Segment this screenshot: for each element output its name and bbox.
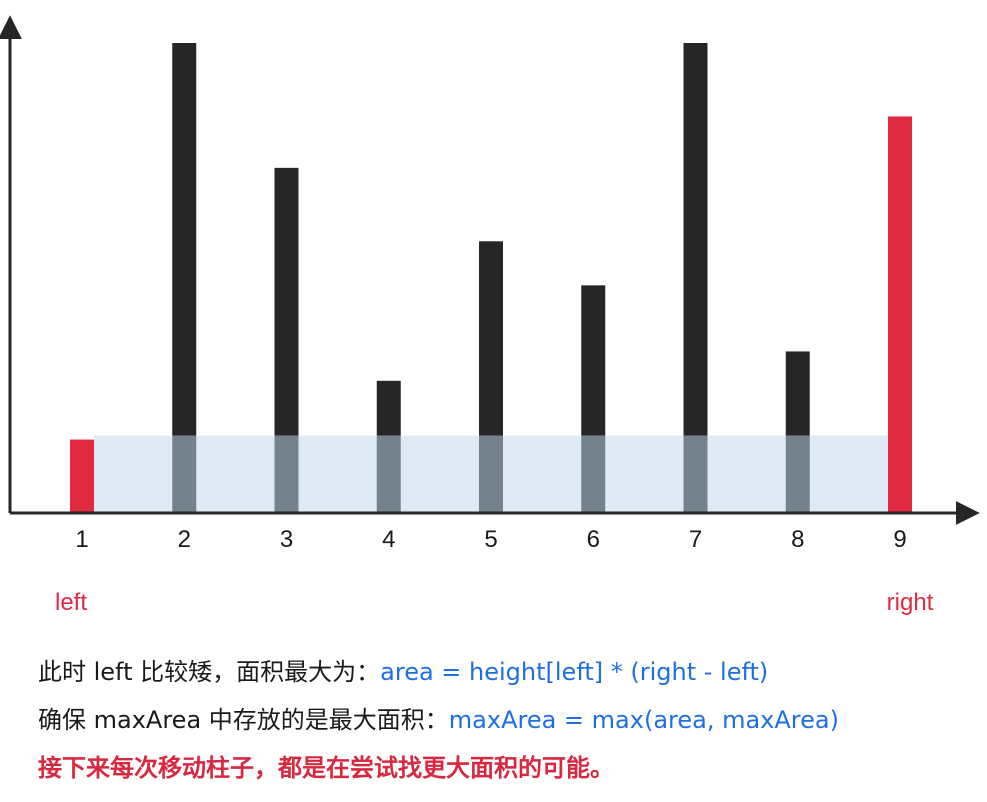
- tick-label-6: 6: [587, 526, 600, 553]
- bar-overlap-6: [581, 435, 606, 513]
- tick-label-8: 8: [791, 526, 804, 553]
- tick-label-9: 9: [893, 526, 906, 553]
- bar-overlap-7: [683, 435, 708, 513]
- tick-label-5: 5: [484, 526, 497, 553]
- tick-label-2: 2: [178, 526, 191, 553]
- max-area-formula: maxArea = max(area, maxArea): [448, 706, 839, 734]
- tick-label-4: 4: [382, 526, 395, 553]
- bar-2: [172, 43, 197, 513]
- bar-1: [70, 439, 94, 513]
- bar-9: [888, 116, 912, 513]
- bar-7: [683, 43, 708, 513]
- tick-label-7: 7: [689, 526, 702, 553]
- bar-overlap-2: [172, 435, 197, 513]
- line1-prefix: 此时 left 比较矮，面积最大为：: [38, 658, 381, 686]
- left-pointer-label: left: [55, 589, 87, 616]
- explanation-line-1: 此时 left 比较矮，面积最大为：area = height[left] * …: [38, 652, 768, 687]
- line2-prefix: 确保 maxArea 中存放的是最大面积：: [38, 706, 449, 734]
- explanation-line-3: 接下来每次移动柱子，都是在尝试找更大面积的可能。: [38, 754, 614, 782]
- bar-overlap-3: [274, 435, 299, 513]
- tick-label-1: 1: [75, 526, 88, 553]
- bar-chart: 1 2 3 4 5 6 7 8 9 left right: [0, 15, 980, 616]
- tick-labels: 1 2 3 4 5 6 7 8 9: [75, 526, 906, 553]
- bar-overlap-4: [376, 435, 401, 513]
- area-formula: area = height[left] * (right - left): [380, 658, 769, 686]
- area-layer: [94, 435, 888, 513]
- right-pointer-label: right: [887, 589, 934, 616]
- tick-label-3: 3: [280, 526, 293, 553]
- bar-overlap-5: [479, 435, 503, 513]
- explanation-line-2: 确保 maxArea 中存放的是最大面积：maxArea = max(area,…: [38, 700, 839, 735]
- bar-overlap-8: [785, 435, 810, 513]
